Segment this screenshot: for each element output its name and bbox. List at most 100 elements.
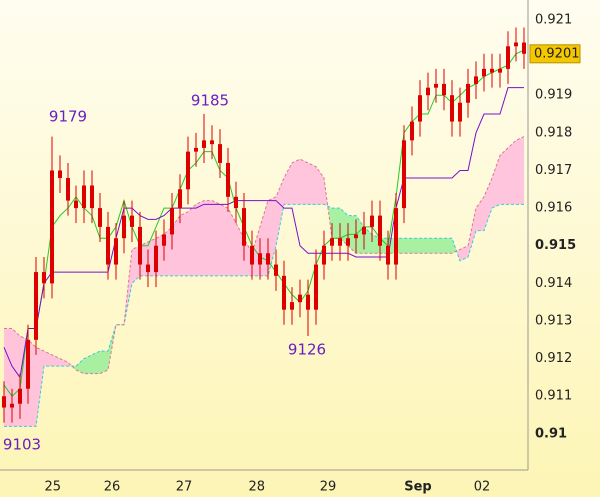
candle-body [266, 253, 270, 265]
cloud-fill [76, 358, 84, 374]
candle-body [466, 83, 470, 103]
annotation: 9185 [191, 92, 229, 110]
cloud-fill [212, 200, 220, 276]
y-tick-label: 0.914 [535, 276, 572, 291]
candle-body [2, 396, 6, 408]
candle-body [258, 253, 262, 265]
cloud-fill [188, 204, 196, 276]
x-tick-label: 02 [474, 480, 491, 495]
cloud-fill [52, 354, 60, 367]
candle-body [130, 215, 134, 227]
candle-body [210, 140, 214, 145]
cloud-fill [220, 204, 228, 276]
candle-body [498, 68, 502, 73]
candle-body [66, 177, 70, 201]
y-tick-label: 0.913 [535, 313, 572, 328]
candle-body [402, 140, 406, 209]
candle-body [146, 264, 150, 273]
y-tick-label: 0.911 [535, 389, 572, 404]
candle-body [314, 264, 318, 310]
candle-body [226, 162, 230, 197]
candle-body [450, 95, 454, 122]
candle-body [170, 208, 174, 235]
y-tick-label: 0.919 [535, 88, 572, 103]
y-tick-label: 0.915 [535, 238, 576, 253]
x-tick-label: 25 [45, 480, 62, 495]
candle-body [186, 151, 190, 190]
candle-body [306, 294, 310, 310]
candle-body [506, 46, 510, 69]
cloud-fill [204, 200, 212, 276]
cloud-fill [404, 238, 412, 254]
candle-body [218, 144, 222, 163]
candle-body [354, 234, 358, 239]
candle-body [82, 185, 86, 209]
cloud-fill [180, 211, 188, 276]
cloud-fill [100, 351, 108, 374]
candle-body [410, 121, 414, 141]
y-tick-label: 0.912 [535, 351, 572, 366]
cloud-fill [308, 162, 316, 205]
candle-body [394, 208, 398, 265]
candle-body [162, 234, 166, 246]
candle-body [98, 208, 102, 227]
cloud-fill [340, 208, 348, 246]
cloud-fill [44, 351, 52, 367]
candle-body [474, 76, 478, 84]
last-price-box [529, 44, 581, 64]
annotation: 9103 [3, 436, 41, 454]
candle-body [234, 196, 238, 209]
indicator-line [3, 49, 525, 398]
cloud-fill [356, 215, 364, 254]
cloud-fill [436, 238, 444, 254]
cloud-fill [4, 328, 12, 427]
cloud-fill [60, 358, 68, 367]
cloud-fill [292, 159, 300, 205]
candle-body [426, 87, 430, 96]
candle-body [106, 226, 110, 265]
candle-body [442, 83, 446, 96]
y-tick-label: 0.91 [535, 426, 567, 441]
candle-body [10, 403, 14, 408]
cloud-fill [332, 208, 340, 239]
candle-body [346, 238, 350, 246]
cloud-fill [12, 328, 20, 427]
x-tick-label: 27 [176, 480, 193, 495]
candle-body [58, 170, 62, 178]
candle-body [298, 294, 302, 303]
candle-body [242, 208, 246, 246]
candle-body [138, 226, 142, 265]
candle-body [42, 272, 46, 284]
candle-body [434, 83, 438, 88]
candle-body [482, 68, 486, 77]
y-tick-label: 0.921 [535, 12, 572, 27]
x-tick-label: 26 [104, 480, 121, 495]
candle-body [458, 102, 462, 122]
candle-body [386, 245, 390, 265]
indicator-line [3, 87, 524, 379]
annotation: 9126 [288, 341, 326, 359]
annotation: 9179 [49, 108, 87, 126]
candle-body [250, 245, 254, 265]
candle-body [514, 42, 518, 47]
candle-body [418, 95, 422, 122]
candle-body [290, 302, 294, 310]
cloud-fill [460, 245, 468, 261]
candle-body [74, 200, 78, 209]
candle-body [330, 238, 334, 246]
cloud-fill [412, 238, 420, 254]
cloud-fill [420, 238, 428, 254]
cloud-fill [84, 354, 92, 374]
cloud-fill [276, 177, 284, 246]
cloud-fill [316, 166, 324, 205]
candle-body [322, 245, 326, 265]
candle-body [202, 140, 206, 148]
candle-body [282, 275, 286, 310]
cloud-fill [516, 136, 524, 205]
cloud-fill [36, 347, 44, 427]
cloud-fill [428, 238, 436, 254]
cloud-fill [196, 200, 204, 276]
cloud-fill [244, 238, 252, 276]
